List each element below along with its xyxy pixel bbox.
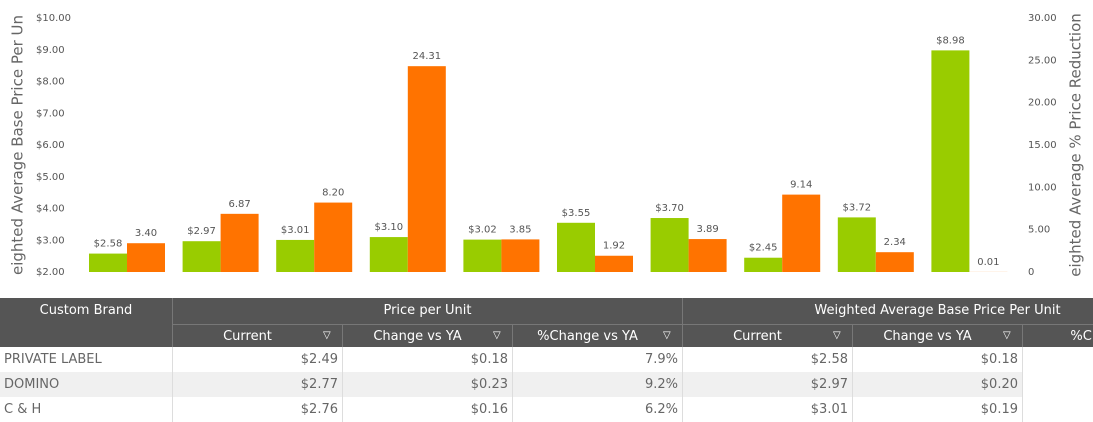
- chart: eighted Average Base Price Per Un eighte…: [9, 13, 1085, 278]
- bar: [463, 239, 502, 272]
- data-label: $2.58: [94, 239, 123, 250]
- cell: $3.01: [683, 397, 853, 422]
- bar: [89, 253, 127, 272]
- bar: [875, 252, 914, 272]
- group-header: Custom Brand: [0, 298, 173, 347]
- filter-icon[interactable]: ▽: [323, 330, 331, 341]
- row-label: C & H: [0, 397, 173, 422]
- column-header: %Chang: [1023, 324, 1093, 347]
- y2-tick-label: 30.00: [1028, 13, 1057, 24]
- cell: $2.58: [683, 347, 853, 372]
- data-label: $3.01: [281, 225, 310, 236]
- data-label: 3.85: [509, 224, 531, 235]
- data-label: 1.92: [603, 241, 625, 252]
- cell: $2.76: [173, 397, 343, 422]
- bar: [650, 218, 689, 272]
- data-label: $2.97: [187, 226, 216, 237]
- y2-tick-label: 5.00: [1028, 225, 1050, 236]
- group-header: Weighted Average Base Price Per Unit: [683, 298, 1093, 324]
- y-axis-title: eighted Average Base Price Per Un: [9, 15, 27, 275]
- data-label: 3.40: [135, 228, 157, 239]
- data-label: 0.01: [977, 257, 999, 268]
- cell: $0.18: [343, 347, 513, 372]
- bar: [501, 239, 540, 272]
- column-header: Current: [683, 324, 853, 347]
- y-tick-label: $5.00: [36, 172, 65, 183]
- y2-tick-label: 0: [1028, 267, 1034, 278]
- bar: [782, 194, 821, 272]
- filter-icon[interactable]: ▽: [493, 330, 501, 341]
- bar: [837, 217, 876, 272]
- cell: $2.49: [173, 347, 343, 372]
- data-label: 8.20: [322, 188, 344, 199]
- cell: $0.23: [343, 372, 513, 397]
- row-label: DOMINO: [0, 372, 173, 397]
- data-label: 9.14: [790, 180, 812, 191]
- column-header: %Change vs YA: [513, 324, 683, 347]
- bar: [407, 66, 446, 273]
- bar: [931, 50, 970, 273]
- cell: 6.2%: [513, 397, 683, 422]
- cell: $2.97: [683, 372, 853, 397]
- data-label: $3.02: [468, 225, 497, 236]
- data-label: $3.72: [842, 202, 871, 213]
- data-label: $8.98: [936, 35, 965, 46]
- y-tick-label: $4.00: [36, 204, 65, 215]
- bar: [314, 202, 353, 272]
- cell: $0.16: [343, 397, 513, 422]
- y-tick-label: $3.00: [36, 235, 65, 246]
- y-tick-label: $10.00: [36, 13, 71, 24]
- bar: [127, 243, 165, 272]
- bar: [595, 255, 633, 272]
- bar: [182, 241, 221, 272]
- filter-icon[interactable]: ▽: [1003, 330, 1011, 341]
- data-label: $3.70: [655, 203, 684, 214]
- data-label: 3.89: [696, 224, 718, 235]
- y-tick-label: $2.00: [36, 267, 65, 278]
- bar: [688, 239, 727, 272]
- y2-tick-label: 10.00: [1028, 182, 1057, 193]
- data-label: $3.55: [562, 208, 591, 219]
- y2-tick-label: 15.00: [1028, 140, 1057, 151]
- cell: 9.2%: [513, 372, 683, 397]
- data-table: Custom Brand Price per Unit Weighted Avera…: [0, 298, 1093, 422]
- data-label: $2.45: [749, 243, 778, 254]
- cell: $2.77: [173, 372, 343, 397]
- cell: $0.20: [853, 372, 1023, 397]
- data-label: 6.87: [228, 199, 250, 210]
- column-header: Change vs YA: [853, 324, 1023, 347]
- cell: $0.18: [853, 347, 1023, 372]
- y-tick-label: $6.00: [36, 140, 65, 151]
- bar: [220, 213, 259, 272]
- bar: [276, 239, 315, 272]
- y2-axis-title: eighted Average % Price Reduction: [1067, 13, 1085, 277]
- data-label: 24.31: [412, 51, 441, 62]
- filter-icon[interactable]: ▽: [833, 330, 841, 341]
- bar: [369, 237, 408, 272]
- y-tick-label: $8.00: [36, 77, 65, 88]
- column-header: Current: [173, 324, 343, 347]
- y2-tick-label: 25.00: [1028, 55, 1057, 66]
- bar: [744, 257, 783, 272]
- cell: $0.19: [853, 397, 1023, 422]
- data-label: 2.34: [884, 237, 906, 248]
- filter-icon[interactable]: ▽: [663, 330, 671, 341]
- row-label: PRIVATE LABEL: [0, 347, 173, 372]
- cell: 7.9%: [513, 347, 683, 372]
- y-tick-label: $7.00: [36, 108, 65, 119]
- y2-tick-label: 20.00: [1028, 98, 1057, 109]
- data-label: $3.10: [374, 222, 403, 233]
- group-header: Price per Unit: [173, 298, 683, 324]
- column-header: Change vs YA: [343, 324, 513, 347]
- y-tick-label: $9.00: [36, 45, 65, 56]
- bar: [557, 222, 595, 272]
